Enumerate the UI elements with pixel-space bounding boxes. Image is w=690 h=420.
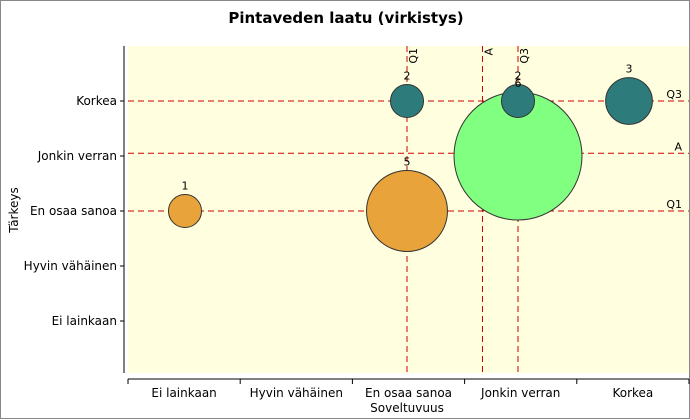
vertical-reference-label-1: A [482, 48, 495, 56]
vertical-reference-label-2: Q3 [518, 48, 531, 64]
x-tick-label-2: En osaa sanoa [365, 386, 452, 400]
vertical-reference-label-0: Q1 [407, 48, 420, 64]
x-tick-label-1: Hyvin vähäinen [250, 386, 343, 400]
x-axis-label: Soveltuvuus [370, 401, 444, 415]
bubble-1 [389, 83, 425, 119]
horizontal-reference-label-1: A [674, 140, 682, 153]
y-tick-label-0: Ei lainkaan [52, 314, 117, 328]
axes: Ei lainkaan Hyvin vähäinen En osaa sanoa Jo… [24, 46, 690, 400]
bubble-0 [167, 193, 203, 229]
bubble-label-2: 3 [626, 63, 633, 76]
chart-title: Pintaveden laatu (virkistys) [228, 9, 463, 27]
y-tick-label-3: Jonkin verran [37, 149, 117, 163]
x-tick-label-3: Jonkin verran [480, 386, 560, 400]
bubble-2 [605, 77, 653, 125]
y-tick-label-4: Korkea [76, 94, 117, 108]
bubble-label-4: 6 [515, 77, 522, 90]
horizontal-reference-label-2: Q1 [666, 198, 682, 211]
x-tick-label-0: Ei lainkaan [151, 386, 216, 400]
bubble-5 [500, 83, 536, 119]
y-axis-label: Tärkeys [7, 187, 21, 233]
y-tick-label-1: Hyvin vähäinen [24, 259, 117, 273]
x-tick-label-4: Korkea [612, 386, 653, 400]
bubble-label-5: 2 [515, 69, 522, 82]
y-tick-label-2: En osaa sanoa [30, 204, 117, 218]
bubble-label-1: 2 [404, 69, 411, 82]
bubble-3 [366, 170, 448, 252]
bubble-label-3: 5 [404, 156, 411, 169]
horizontal-reference-label-0: Q3 [666, 88, 682, 101]
bubble-label-0: 1 [182, 179, 189, 192]
